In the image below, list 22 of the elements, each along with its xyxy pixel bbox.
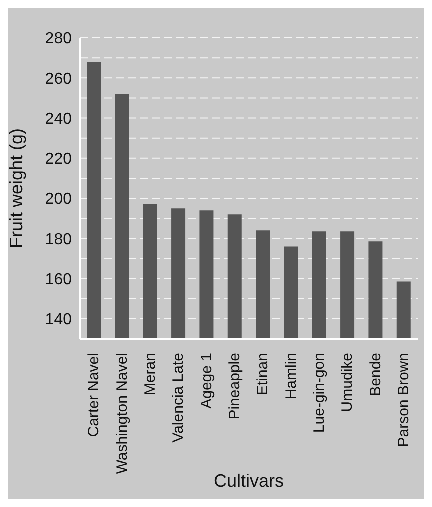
- y-tick-label: 240: [45, 110, 72, 128]
- x-tick-label: Etinan: [254, 353, 272, 396]
- y-tick-label: 140: [45, 312, 72, 329]
- x-tick-label: Bende: [367, 353, 384, 396]
- x-tick-label: Valencia Late: [170, 353, 188, 443]
- y-tick-label: 180: [45, 231, 72, 248]
- y-tick-label: 260: [45, 70, 72, 88]
- x-tick-label: Pineapple: [226, 353, 244, 420]
- y-tick-label: 280: [45, 30, 72, 48]
- x-tick-label: Carter Navel: [86, 353, 103, 438]
- y-tick-label: 200: [45, 191, 72, 208]
- y-axis-title: Fruit weight (g): [6, 128, 26, 249]
- y-tick-label: 220: [45, 151, 72, 168]
- x-tick-label: Lue-gin-gon: [310, 353, 328, 434]
- x-tick-label: Umudike: [339, 353, 356, 412]
- x-tick-label: Parson Brown: [395, 353, 412, 448]
- x-tick-label: Hamlin: [282, 353, 300, 400]
- x-tick-label: Meran: [142, 353, 159, 396]
- y-tick-label: 160: [45, 271, 72, 288]
- x-tick-label: Washington Navel: [114, 353, 131, 474]
- x-tick-label: Agege 1: [198, 353, 216, 409]
- x-axis-title: Cultivars: [214, 471, 284, 491]
